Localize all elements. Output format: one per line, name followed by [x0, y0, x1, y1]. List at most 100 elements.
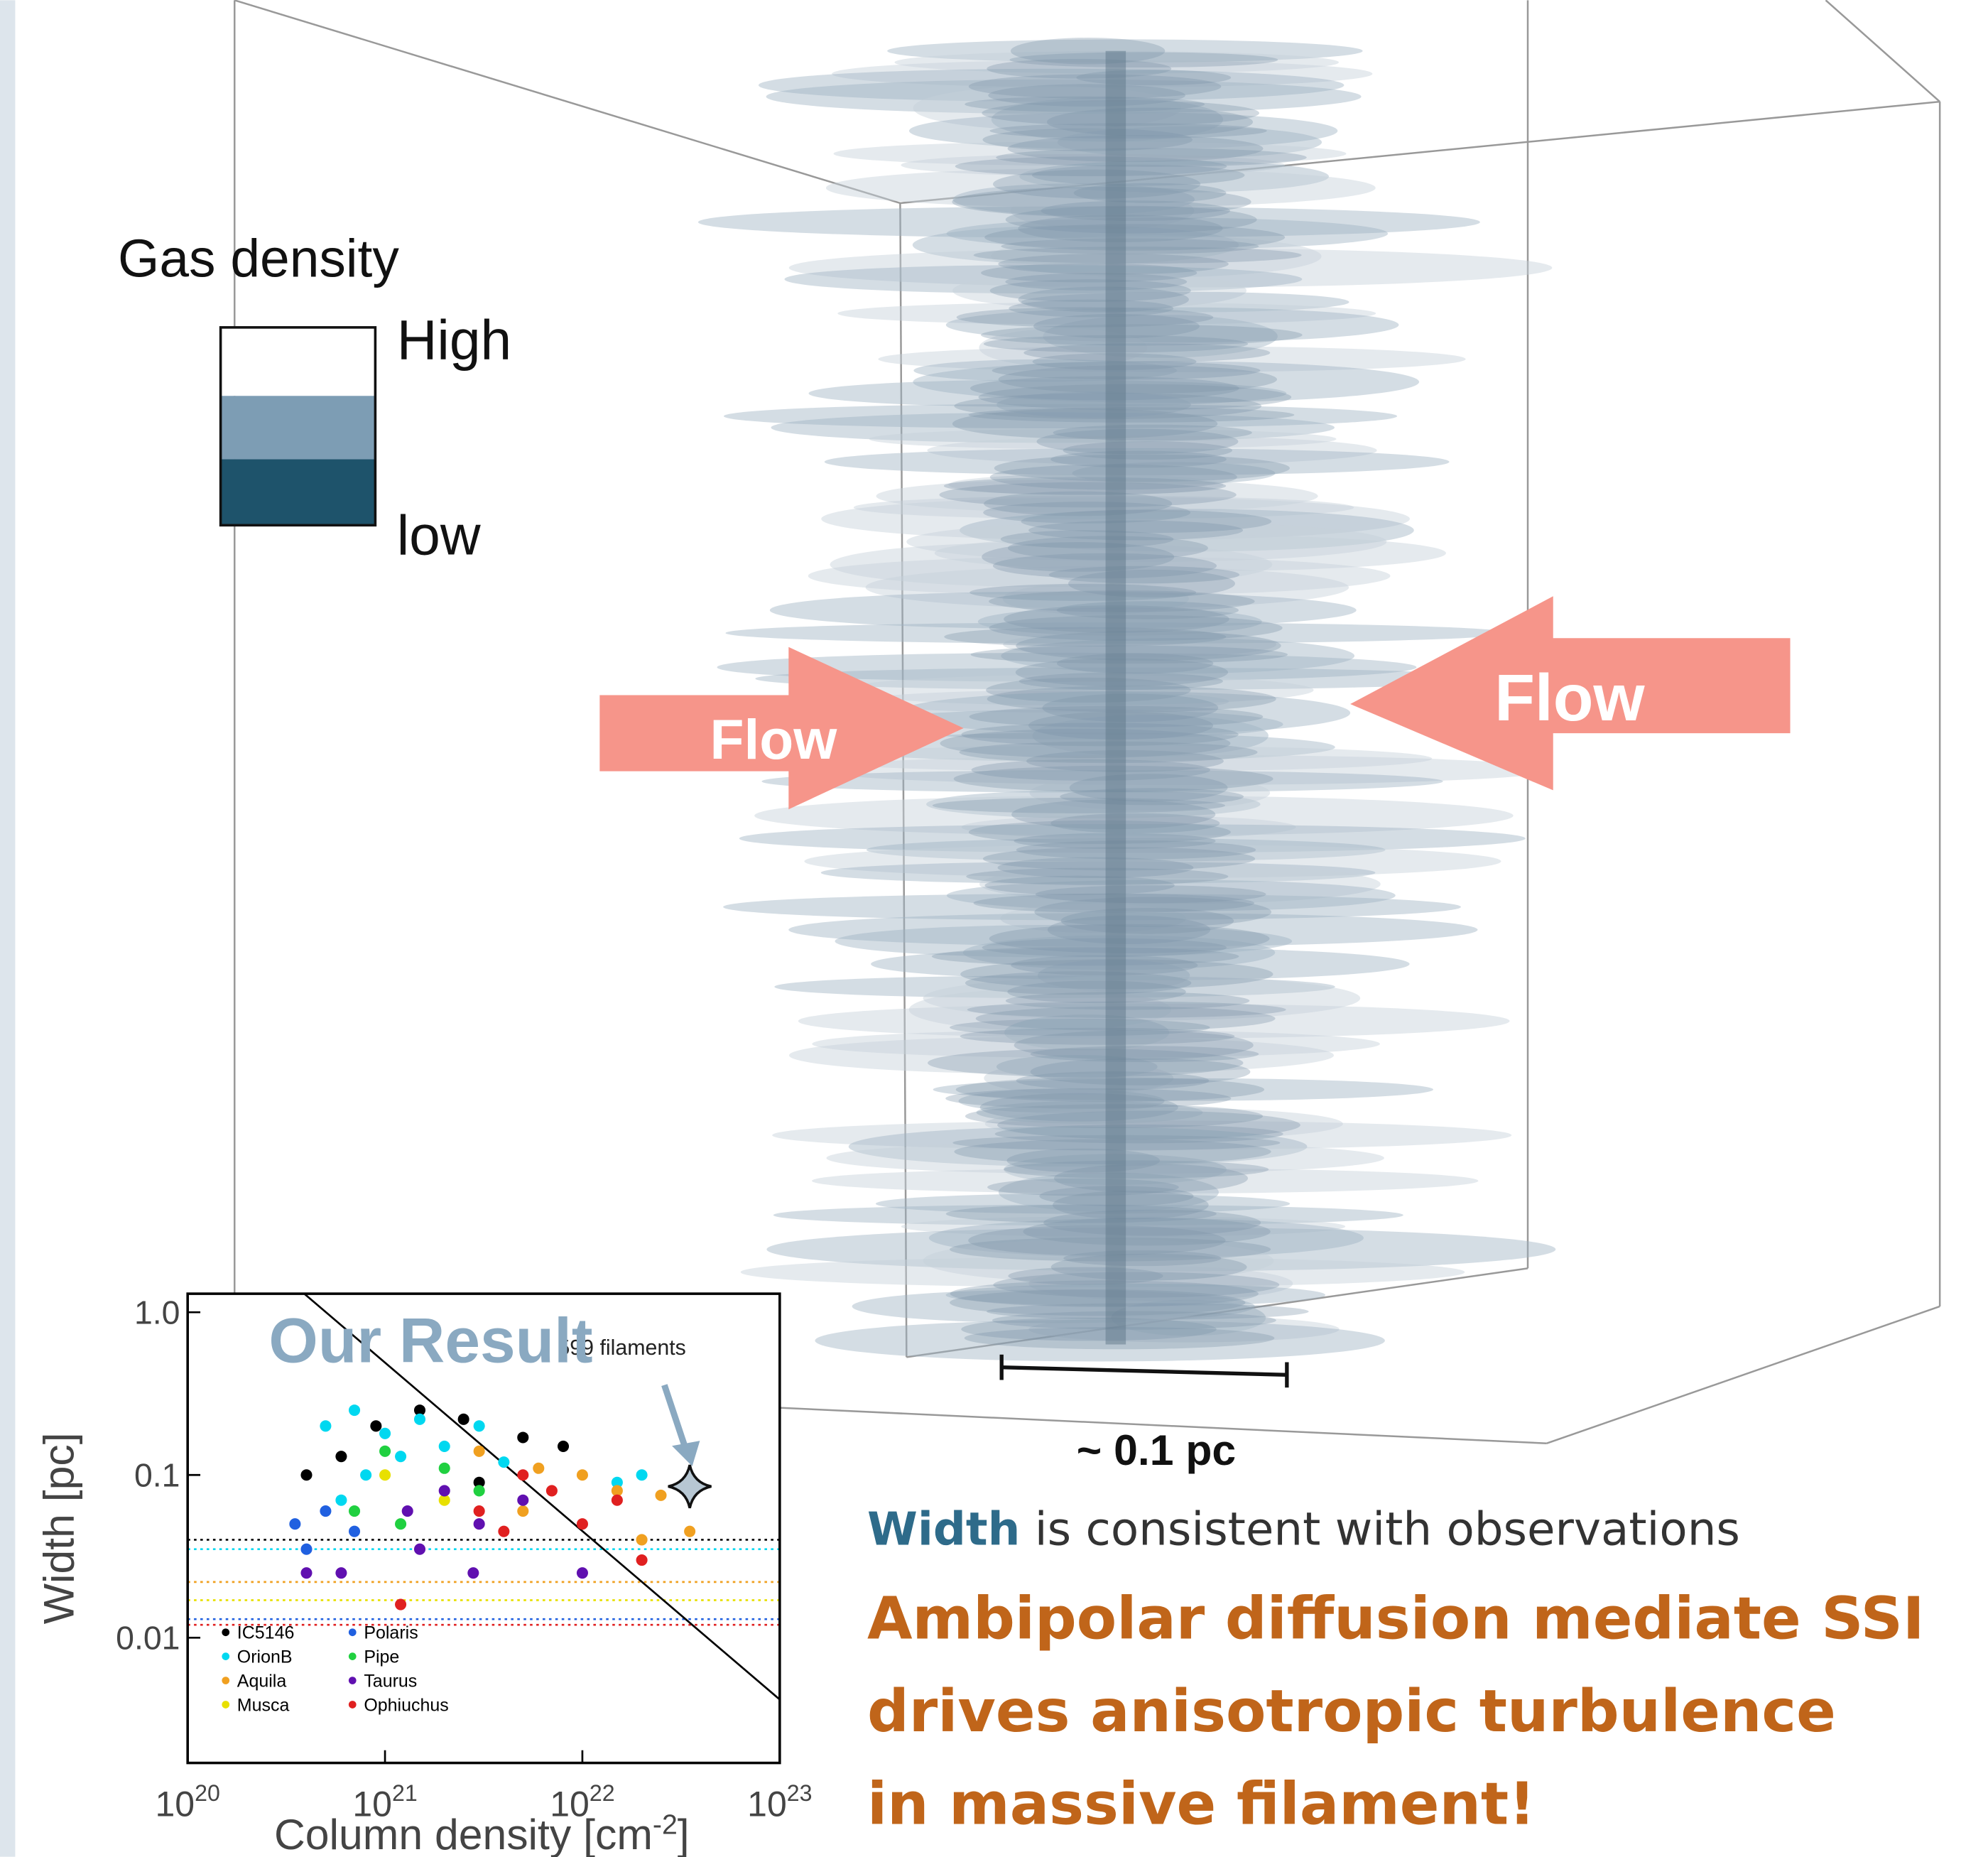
data-point [348, 1525, 361, 1537]
data-point [498, 1456, 510, 1468]
gas-wisp [724, 404, 1398, 429]
scale-bar: ~ 0.1 pc [999, 1354, 1289, 1474]
gas-wisp [1019, 160, 1330, 193]
gas-core [982, 128, 1193, 151]
gas-wisp [928, 1218, 1364, 1258]
gas-core [952, 186, 1251, 217]
x-axis-title-sup: -2 [653, 1809, 678, 1841]
gas-wisp [830, 542, 1273, 588]
gas-wisp [923, 1239, 1274, 1283]
data-point [576, 1567, 588, 1579]
gas-core [992, 1311, 1276, 1330]
gas-wisp [945, 307, 1399, 343]
gas-core [1028, 520, 1244, 541]
x-tick-label: 1022 [550, 1780, 614, 1824]
data-point [335, 1567, 347, 1579]
gas-core [1011, 955, 1198, 976]
legend-label: Polaris [364, 1623, 418, 1643]
gas-core [989, 123, 1267, 139]
gas-core [989, 279, 1191, 303]
gas-core [986, 677, 1191, 703]
gas-wisp [812, 1029, 1380, 1059]
gas-wisp [979, 864, 1381, 904]
y-tick-label: 0.01 [116, 1619, 180, 1656]
gas-wisp [864, 709, 1283, 740]
x-tick-label: 1020 [156, 1780, 220, 1824]
gas-wisp [869, 428, 1337, 450]
gas-wisp [788, 248, 1553, 288]
gas-core [1014, 1030, 1254, 1061]
gas-wisp [788, 1036, 1335, 1074]
gas-core [982, 542, 1175, 572]
gas-core [1023, 343, 1271, 362]
gas-core [1035, 885, 1266, 904]
gas-wisp [784, 264, 1303, 294]
gas-wisp [927, 435, 1377, 465]
gas-core [944, 627, 1227, 647]
gas-wisp [773, 1204, 1403, 1226]
gas-wisp [952, 271, 1247, 310]
data-point [473, 1505, 485, 1517]
gas-core [955, 156, 1227, 177]
data-point [438, 1485, 450, 1497]
gas-wisp [901, 153, 1286, 177]
x-tick-base: 10 [550, 1785, 590, 1824]
flow-arrow-left: Flow [599, 646, 964, 810]
data-point [576, 1518, 588, 1530]
gas-wisp [984, 1108, 1343, 1140]
data-point [517, 1469, 529, 1481]
data-point [557, 1440, 570, 1452]
gas-wisp [808, 379, 1287, 407]
gas-core [939, 482, 1237, 508]
gas-wisp [798, 1003, 1510, 1039]
data-point [395, 1518, 407, 1530]
gas-wisp [1032, 715, 1269, 757]
gas-core [950, 1280, 1259, 1307]
color-swatch [220, 459, 376, 526]
x-tick-base: 10 [747, 1785, 787, 1824]
data-point [379, 1469, 391, 1481]
data-point [473, 1518, 485, 1530]
data-point [348, 1505, 361, 1517]
gas-core [1030, 1058, 1251, 1085]
gas-core [1018, 286, 1189, 313]
result-arrow [661, 1384, 688, 1447]
gas-core [965, 971, 1192, 995]
gas-wisp [1010, 192, 1195, 230]
legend-label: Ophiuchus [364, 1695, 448, 1715]
legend-dot [222, 1701, 230, 1709]
data-point [320, 1505, 332, 1517]
gas-wisp [1043, 315, 1278, 358]
gas-wisp [1004, 1014, 1170, 1051]
headline-line: drives anisotropic turbulence [867, 1678, 1836, 1745]
gas-core [1001, 238, 1259, 254]
density-legend: Gas density High low [118, 228, 511, 566]
data-point [395, 1598, 407, 1610]
gas-core [950, 1019, 1210, 1036]
data-point [636, 1554, 648, 1566]
gas-wisp [1000, 904, 1186, 933]
gas-wisp [875, 1193, 1291, 1214]
gas-core [973, 247, 1302, 264]
gas-core [950, 1289, 1246, 1316]
data-point [348, 1404, 361, 1417]
data-point [517, 1494, 529, 1506]
gas-core [945, 1088, 1232, 1109]
gas-core [983, 502, 1191, 524]
gas-core [1009, 299, 1174, 318]
gas-core [1054, 1164, 1248, 1193]
gas-wisp [853, 495, 1354, 519]
x-tick-exponent: 22 [590, 1780, 615, 1806]
gas-wisp [758, 68, 1345, 102]
legend-dot [348, 1652, 357, 1660]
data-point [611, 1494, 623, 1506]
gas-core [993, 1272, 1280, 1298]
gas-core [987, 1178, 1179, 1196]
legend-title: Gas density [118, 228, 399, 288]
gas-core [997, 857, 1194, 879]
gas-wisp [976, 1100, 1203, 1124]
gas-core [981, 324, 1303, 346]
data-point [360, 1469, 372, 1481]
data-point [636, 1469, 648, 1481]
gas-core [956, 307, 1214, 327]
